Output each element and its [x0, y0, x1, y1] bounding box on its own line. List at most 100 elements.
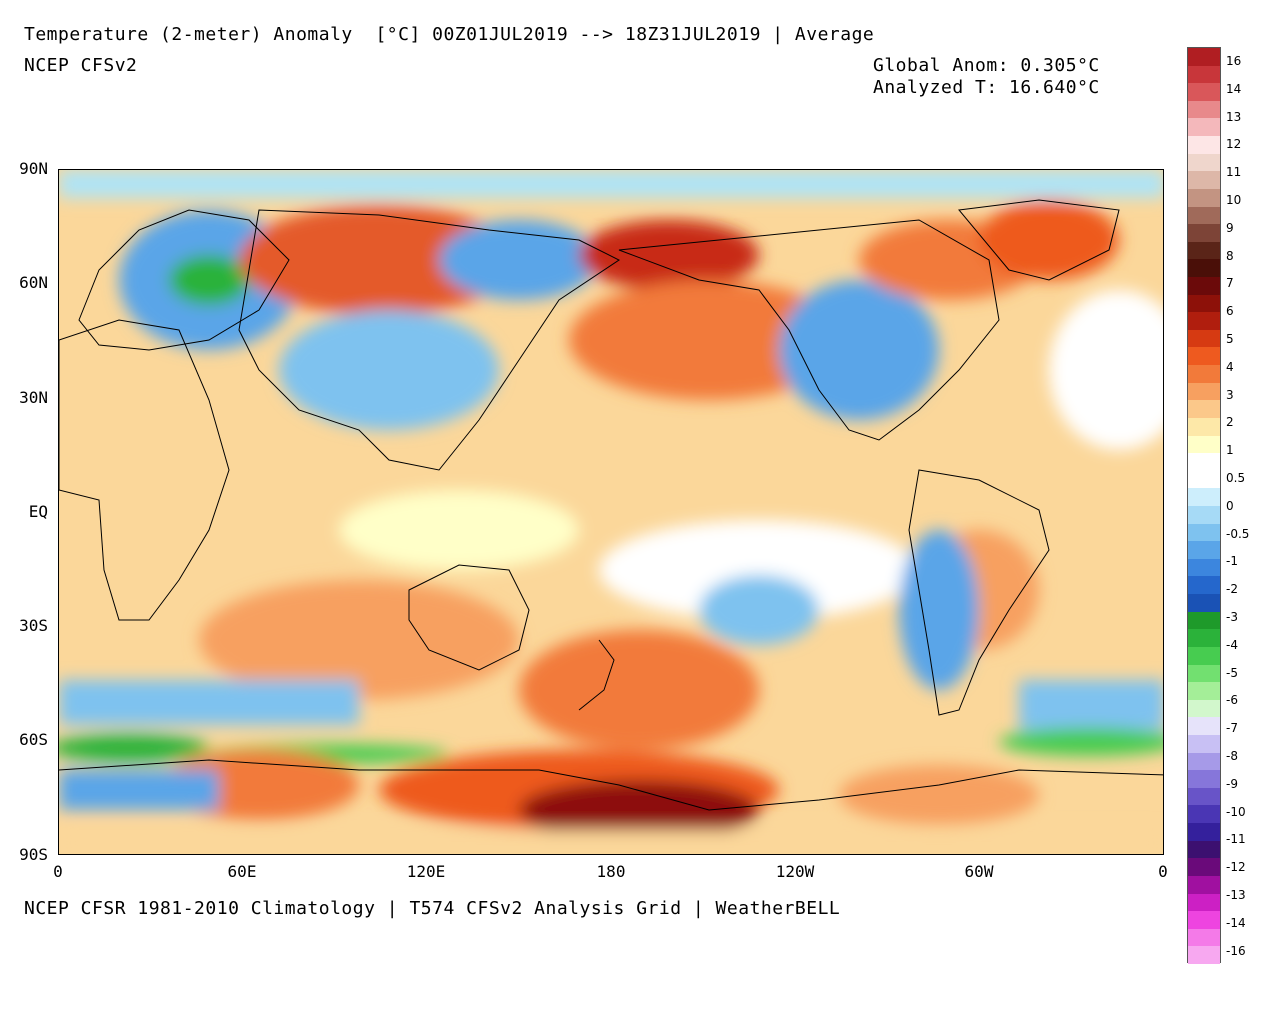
legend-label: -9 — [1226, 776, 1238, 791]
legend-swatch — [1188, 735, 1220, 754]
legend-label: 14 — [1226, 81, 1242, 96]
legend-swatch — [1188, 118, 1220, 137]
legend-label: -3 — [1226, 610, 1238, 624]
lat-label-90n: 90N — [19, 159, 48, 178]
legend-label: 6 — [1226, 304, 1234, 319]
legend-label: 12 — [1226, 137, 1242, 152]
model-name: NCEP CFSv2 — [24, 55, 138, 76]
legend-swatch — [1188, 805, 1220, 824]
legend-swatch — [1188, 171, 1220, 190]
legend-swatch — [1188, 435, 1220, 454]
legend-label: 2 — [1226, 415, 1234, 430]
legend-swatch — [1188, 312, 1220, 331]
lon-label-120e: 120E — [406, 862, 446, 881]
legend-swatch — [1188, 858, 1220, 877]
legend-label: -7 — [1226, 721, 1238, 736]
legend-swatch — [1188, 911, 1220, 930]
legend-swatch — [1188, 347, 1220, 366]
legend-swatch — [1188, 787, 1220, 806]
legend-swatch — [1188, 400, 1220, 419]
legend-swatch — [1188, 48, 1220, 67]
global-anomaly: Global Anom: 0.305°C — [873, 55, 1100, 76]
legend-label: 11 — [1226, 165, 1242, 180]
legend-swatch — [1188, 946, 1220, 965]
legend-swatch — [1188, 576, 1220, 595]
legend-label: 0 — [1226, 498, 1234, 513]
legend-swatch — [1188, 417, 1220, 437]
legend-swatch — [1188, 752, 1220, 771]
legend-swatch — [1188, 224, 1220, 243]
lon-label-0: 0 — [53, 862, 63, 881]
legend-label: 1 — [1226, 443, 1234, 458]
lon-label-180: 180 — [596, 862, 626, 881]
chart-title: Temperature (2-meter) Anomaly [°C] 00Z01… — [24, 24, 875, 45]
legend-label: 10 — [1226, 193, 1242, 207]
legend-swatch — [1188, 241, 1220, 260]
legend-label: -4 — [1226, 637, 1238, 652]
legend-swatch — [1188, 100, 1220, 119]
legend-label: -8 — [1226, 749, 1238, 763]
lon-label-120w: 120W — [775, 862, 815, 881]
legend-label: 8 — [1226, 248, 1234, 263]
legend-label: -12 — [1226, 860, 1246, 875]
legend-label: -6 — [1226, 693, 1238, 708]
legend-swatch — [1188, 523, 1220, 542]
anomaly-map — [58, 169, 1164, 855]
legend-swatch — [1188, 136, 1220, 155]
legend-swatch — [1188, 329, 1220, 348]
legend-swatch — [1188, 682, 1220, 701]
legend-swatch — [1188, 928, 1220, 947]
legend-swatch — [1188, 453, 1220, 472]
legend-label: 13 — [1226, 109, 1242, 124]
legend-label: 0.5 — [1226, 471, 1246, 485]
legend-swatch — [1188, 699, 1220, 718]
legend-label: 3 — [1226, 387, 1234, 402]
legend-swatch — [1188, 259, 1220, 278]
lat-label-60n: 60N — [19, 273, 48, 292]
legend-label: -11 — [1226, 832, 1246, 847]
legend-label: -13 — [1226, 888, 1246, 902]
legend-swatch — [1188, 629, 1220, 648]
lon-label-0-east: 0 — [1158, 862, 1168, 881]
legend-swatch — [1188, 382, 1220, 401]
legend-label: -14 — [1226, 915, 1246, 930]
legend-swatch — [1188, 646, 1220, 666]
legend-swatch — [1188, 875, 1220, 895]
legend-swatch — [1188, 840, 1220, 859]
lon-label-60e: 60E — [227, 862, 257, 881]
legend-label: -10 — [1226, 804, 1246, 819]
lat-label-eq: EQ — [28, 502, 48, 521]
lat-label-30n: 30N — [19, 388, 48, 407]
legend-swatch — [1188, 770, 1220, 789]
legend-label: 5 — [1226, 332, 1234, 346]
legend-label: -16 — [1226, 943, 1246, 958]
legend-label: -2 — [1226, 582, 1238, 597]
legend-swatch — [1188, 717, 1220, 736]
lat-label-30s: 30S — [19, 616, 48, 635]
lat-label-90s: 90S — [19, 845, 48, 864]
legend-label: -1 — [1226, 554, 1238, 569]
legend-label: 16 — [1226, 54, 1242, 68]
legend-swatch — [1188, 541, 1220, 560]
legend-label: -0.5 — [1226, 526, 1250, 541]
color-legend — [1187, 47, 1221, 965]
legend-swatch — [1188, 664, 1220, 683]
analyzed-temperature: Analyzed T: 16.640°C — [873, 77, 1100, 98]
legend-swatch — [1188, 611, 1220, 630]
legend-swatch — [1188, 65, 1220, 84]
lon-label-60w: 60W — [964, 862, 994, 881]
legend-swatch — [1188, 470, 1220, 489]
legend-swatch — [1188, 188, 1220, 208]
legend-swatch — [1188, 594, 1220, 613]
footer-credits: NCEP CFSR 1981-2010 Climatology | T574 C… — [24, 898, 841, 919]
legend-swatch — [1188, 365, 1220, 384]
legend-swatch — [1188, 277, 1220, 296]
legend-label: 7 — [1226, 276, 1234, 291]
legend-swatch — [1188, 153, 1220, 172]
legend-swatch — [1188, 83, 1220, 102]
legend-swatch — [1188, 206, 1220, 225]
legend-swatch — [1188, 558, 1220, 577]
lat-label-60s: 60S — [19, 730, 48, 749]
legend-swatch — [1188, 488, 1220, 507]
legend-swatch — [1188, 893, 1220, 912]
